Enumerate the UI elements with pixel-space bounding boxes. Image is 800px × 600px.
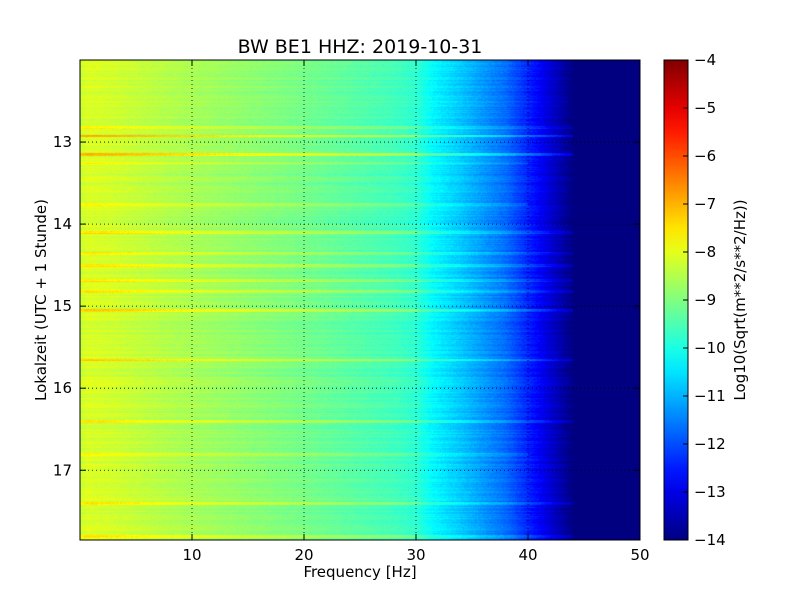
- colorbar-tick-label: −11: [694, 387, 726, 405]
- y-axis-ticks: 13 14 15 16 17: [53, 133, 640, 479]
- y-axis-label: Lokalzeit (UTC + 1 Stunde): [32, 199, 50, 401]
- colorbar-tick-label: −8: [694, 243, 716, 261]
- x-tick-label: 40: [518, 546, 537, 564]
- y-tick-label: 14: [53, 215, 72, 233]
- plot-frame: [79, 59, 641, 541]
- y-tick-label: 16: [53, 379, 72, 397]
- colorbar-tick-label: −14: [694, 531, 726, 549]
- colorbar-tick-label: −4: [694, 51, 716, 69]
- colorbar-tick-label: −10: [694, 339, 726, 357]
- x-axis-ticks: 10 20 30 40 50: [182, 60, 650, 564]
- colorbar-ticks: −4 −5 −6 −7 −8 −9 −10 −11 −12 −13 −14: [683, 51, 726, 549]
- plot-area: 10 20 30 40 50 13 14 15 16 17: [53, 59, 650, 564]
- grid-lines: [80, 60, 640, 540]
- x-tick-label: 20: [294, 546, 313, 564]
- y-tick-label: 15: [53, 297, 72, 315]
- colorbar-tick-label: −6: [694, 147, 716, 165]
- x-tick-label: 30: [406, 546, 425, 564]
- colorbar-label: Log10(Sqrt(m**2/s**2/Hz)): [731, 199, 749, 400]
- y-tick-label: 17: [53, 461, 72, 479]
- colorbar: −4 −5 −6 −7 −8 −9 −10 −11 −12 −13 −14 Log10(Sqrt(m…: [663, 51, 749, 549]
- colorbar-tick-label: −5: [694, 99, 716, 117]
- x-tick-label: 10: [182, 546, 201, 564]
- colorbar-tick-label: −12: [694, 435, 726, 453]
- colorbar-tick-label: −13: [694, 483, 726, 501]
- x-tick-label: 50: [630, 546, 649, 564]
- colorbar-tick-label: −9: [694, 291, 716, 309]
- colorbar-tick-label: −7: [694, 195, 716, 213]
- spectrogram-heatmap: [80, 60, 640, 540]
- y-tick-label: 13: [53, 133, 72, 151]
- x-axis-label: Frequency [Hz]: [303, 563, 416, 581]
- chart-title: BW BE1 HHZ: 2019-10-31: [238, 36, 483, 58]
